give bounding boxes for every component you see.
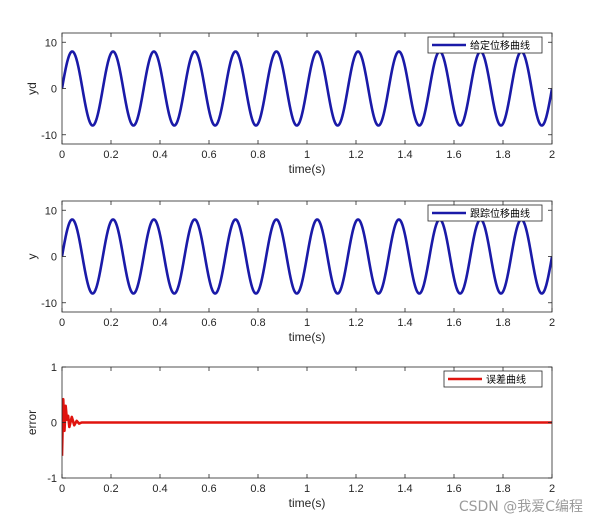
legend-box — [427, 204, 543, 222]
x-tick-label: 1.4 — [397, 149, 412, 161]
x-tick-label: 0.4 — [152, 483, 167, 495]
x-tick-label: 0.6 — [201, 149, 216, 161]
x-tick-label: 0.4 — [152, 149, 167, 161]
x-tick-label: 1.6 — [446, 317, 461, 329]
series-line-2-0 — [62, 397, 552, 456]
x-tick-label: 0.2 — [103, 483, 118, 495]
x-tick-label: 0 — [59, 483, 65, 495]
x-tick-label: 1.4 — [397, 317, 412, 329]
x-axis-label: time(s) — [289, 330, 326, 344]
series-line-0-0 — [62, 50, 552, 127]
y-tick-label: -10 — [41, 298, 57, 310]
x-tick-label: 0 — [59, 317, 65, 329]
x-tick-label: 1 — [304, 317, 310, 329]
x-axis-label: time(s) — [289, 496, 326, 510]
x-tick-label: 1.6 — [446, 483, 461, 495]
legend-label: 误差曲线 — [486, 373, 526, 386]
x-tick-label: 1.8 — [495, 317, 510, 329]
x-tick-label: 1 — [304, 149, 310, 161]
x-tick-label: 2 — [549, 483, 555, 495]
y-tick-label: 1 — [51, 362, 57, 374]
subplot-desired-displacement: 0 0.2 0.4 0.6 0.8 1 1.2 1.4 1.6 1.8 2-10010time(s)… — [25, 32, 555, 176]
x-tick-label: 1.6 — [446, 149, 461, 161]
x-tick-label: 0.2 — [103, 317, 118, 329]
x-tick-label: 0.6 — [201, 483, 216, 495]
x-tick-label: 0.8 — [250, 149, 265, 161]
x-axis-label: time(s) — [289, 162, 326, 176]
legend-label: 给定位移曲线 — [470, 39, 530, 52]
x-tick-label: 0.8 — [250, 483, 265, 495]
y-tick-label: 0 — [51, 252, 57, 264]
y-axis-label: yd — [25, 82, 39, 95]
x-tick-label: 0.6 — [201, 317, 216, 329]
y-tick-label: 0 — [51, 84, 57, 96]
series-line-1-0 — [62, 218, 552, 295]
y-axis-label: y — [25, 254, 39, 260]
legend-box — [427, 36, 543, 54]
y-tick-label: -10 — [41, 130, 57, 142]
watermark-text: CSDN @我爱C编程 — [459, 499, 583, 515]
x-tick-label: 0.8 — [250, 317, 265, 329]
x-tick-label: 1 — [304, 483, 310, 495]
y-tick-label: 0 — [51, 418, 57, 430]
y-axis-label: error — [25, 410, 39, 435]
x-tick-label: 0 — [59, 149, 65, 161]
legend-label: 跟踪位移曲线 — [470, 207, 530, 220]
y-tick-label: -1 — [47, 473, 57, 485]
x-tick-label: 2 — [549, 317, 555, 329]
x-tick-label: 1.8 — [495, 483, 510, 495]
x-tick-label: 1.2 — [348, 149, 363, 161]
x-tick-label: 0.4 — [152, 317, 167, 329]
x-tick-label: 1.2 — [348, 483, 363, 495]
y-tick-label: 10 — [45, 37, 57, 49]
subplot-tracking-displacement: 0 0.2 0.4 0.6 0.8 1 1.2 1.4 1.6 1.8 2-10010time(s)… — [25, 200, 555, 344]
x-tick-label: 0.2 — [103, 149, 118, 161]
subplot-tracking-error: 0 0.2 0.4 0.6 0.8 1 1.2 1.4 1.6 1.8 2-101time(s)er… — [25, 362, 555, 510]
x-tick-label: 2 — [549, 149, 555, 161]
x-tick-label: 1.2 — [348, 317, 363, 329]
legend-box — [443, 370, 543, 388]
x-tick-label: 1.4 — [397, 483, 412, 495]
y-tick-label: 10 — [45, 205, 57, 217]
x-tick-label: 1.8 — [495, 149, 510, 161]
